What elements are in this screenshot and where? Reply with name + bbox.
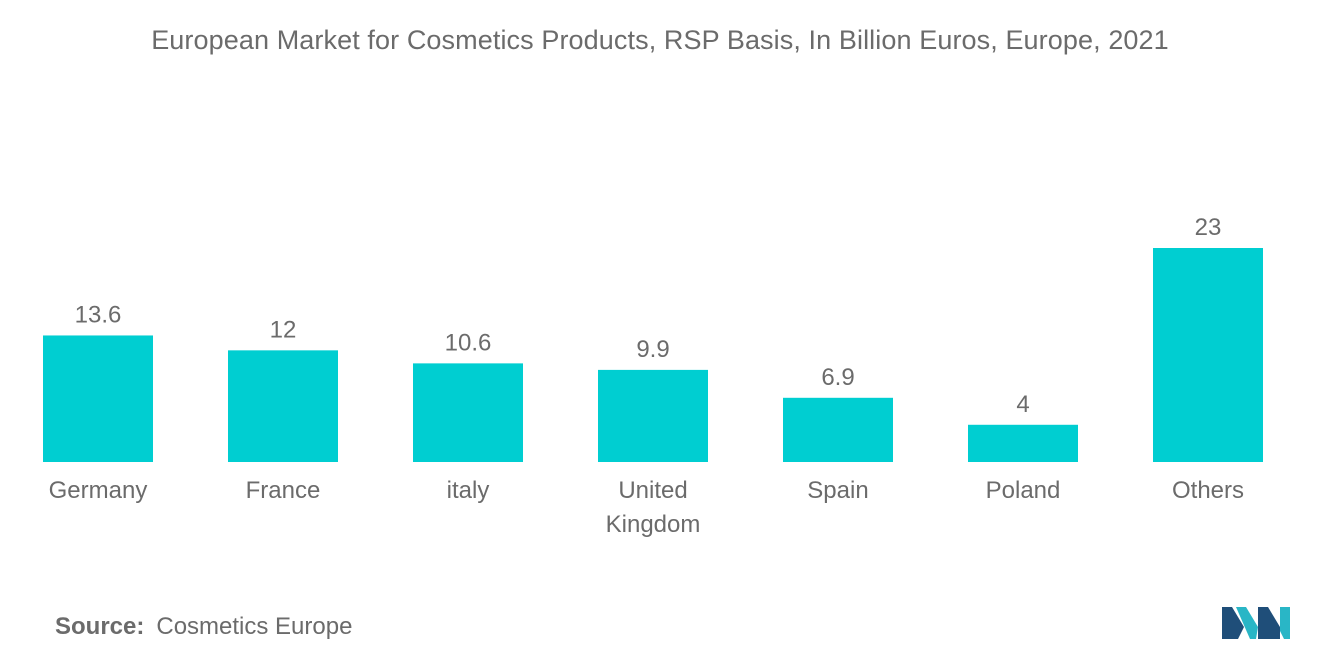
- bar: [228, 350, 338, 462]
- data-label: 10.6: [445, 329, 492, 356]
- data-label: 13.6: [75, 301, 122, 328]
- category-label: Poland: [986, 477, 1061, 504]
- category-label: United: [618, 477, 687, 504]
- category-label: italy: [447, 477, 490, 504]
- data-label: 4: [1016, 391, 1029, 418]
- category-label: Others: [1172, 477, 1244, 504]
- bar: [783, 397, 893, 462]
- bar: [968, 424, 1078, 462]
- category-label: Spain: [807, 477, 868, 504]
- data-label: 12: [270, 316, 297, 343]
- logo-shape-end: [1280, 607, 1290, 639]
- source-text: Cosmetics Europe: [156, 613, 353, 640]
- source-note: Source: Cosmetics Europe: [55, 613, 352, 641]
- bar: [598, 369, 708, 462]
- category-label: Germany: [49, 477, 148, 504]
- data-label: 9.9: [636, 336, 669, 363]
- logo-shape-left: [1222, 607, 1244, 639]
- logo-shape-mid: [1236, 607, 1258, 639]
- bar: [43, 335, 153, 462]
- source-label: Source:: [55, 613, 145, 640]
- data-label: 6.9: [821, 364, 854, 391]
- bar: [413, 363, 523, 462]
- category-label: Kingdom: [606, 511, 701, 538]
- bar: [1153, 248, 1263, 462]
- mordor-intelligence-logo-icon: [1222, 607, 1290, 639]
- logo-shape-right: [1258, 607, 1280, 639]
- chart-title: European Market for Cosmetics Products, …: [151, 25, 1169, 55]
- data-label: 23: [1195, 214, 1222, 241]
- category-label: France: [246, 477, 321, 504]
